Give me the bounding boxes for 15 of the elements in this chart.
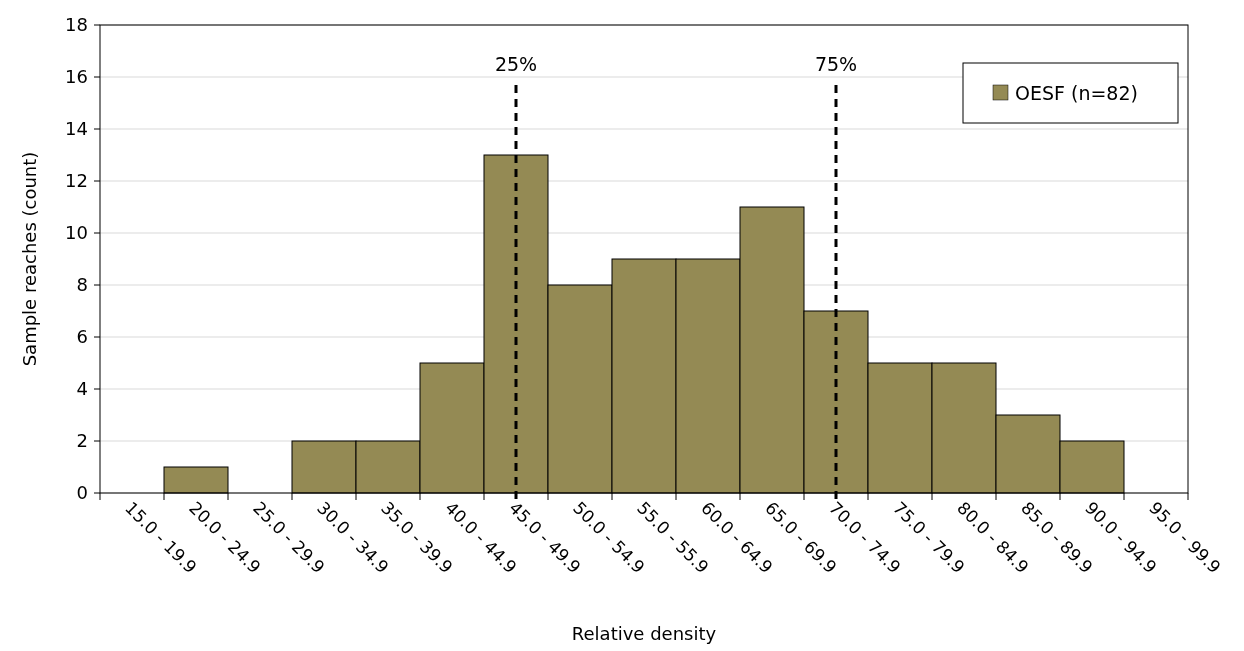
y-tick-label: 18 [65, 14, 88, 36]
x-axis-title: Relative density [571, 623, 717, 644]
legend-label: OESF (n=82) [1015, 81, 1138, 104]
ref-line-label: 25% [494, 53, 538, 75]
y-tick-label: 6 [76, 326, 88, 348]
y-axis-title: Sample reaches (count) [19, 151, 40, 367]
y-tick-label: 2 [76, 430, 88, 452]
y-tick-label: 16 [65, 66, 88, 88]
y-tick-label: 0 [76, 482, 88, 504]
y-tick-label: 14 [65, 118, 88, 140]
ref-line-label: 75% [814, 53, 858, 75]
y-tick-label: 12 [65, 170, 88, 192]
y-tick-label: 4 [76, 378, 88, 400]
y-tick-label: 8 [76, 274, 88, 296]
y-tick-label: 10 [65, 222, 88, 244]
